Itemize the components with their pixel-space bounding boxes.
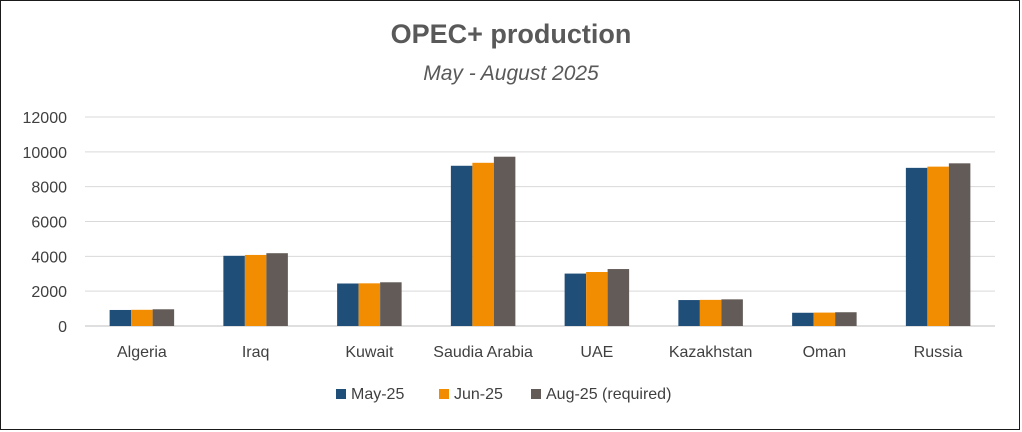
y-tick-label: 2000 [31, 284, 67, 301]
x-category-label: Iraq [242, 344, 270, 361]
legend: May-25 Jun-25 Aug-25 (required) [336, 386, 671, 403]
bar-aug-25-required--russia [948, 163, 971, 326]
bar-may-25-uae [564, 273, 587, 326]
bar-may-25-kazakhstan [678, 300, 700, 326]
bar-jun-25-iraq [244, 254, 267, 326]
x-category-label: Russia [914, 344, 963, 361]
x-category-label: Kazakhstan [669, 344, 753, 361]
y-axis-ticks: 0 2000 4000 6000 8000 10000 12000 [23, 110, 68, 336]
bar-may-25-russia [905, 167, 928, 326]
x-category-label: UAE [580, 344, 613, 361]
legend-label: Aug-25 (required) [546, 386, 671, 403]
x-axis-categories: Algeria Iraq Kuwait Saudia Arabia UAE Kazakhs… [117, 344, 963, 361]
bars [109, 156, 971, 326]
chart-subtitle: May - August 2025 [423, 62, 599, 85]
bar-aug-25-required--saudia-arabia [493, 156, 516, 326]
gridlines [85, 116, 995, 327]
y-tick-label: 8000 [31, 180, 67, 197]
bar-may-25-iraq [223, 255, 245, 326]
x-category-label: Saudia Arabia [433, 344, 533, 361]
bar-jun-25-oman [813, 312, 836, 326]
legend-swatch [439, 389, 449, 399]
bar-jun-25-uae [586, 272, 608, 326]
y-tick-label: 10000 [23, 145, 68, 162]
bar-aug-25-required--kuwait [380, 282, 402, 326]
x-category-label: Oman [803, 344, 847, 361]
x-category-label: Kuwait [345, 344, 394, 361]
chart-title: OPEC+ production [390, 19, 632, 49]
bar-jun-25-kazakhstan [699, 299, 722, 326]
y-tick-label: 12000 [23, 110, 68, 127]
y-tick-label: 0 [58, 319, 67, 336]
bar-jun-25-saudia-arabia [472, 162, 494, 326]
y-tick-label: 4000 [31, 249, 67, 266]
y-tick-label: 6000 [31, 215, 67, 232]
bar-aug-25-required--kazakhstan [721, 299, 743, 326]
legend-swatch [531, 389, 541, 399]
bar-may-25-oman [792, 312, 814, 326]
legend-label: Jun-25 [454, 386, 503, 403]
bar-aug-25-required--iraq [266, 253, 288, 326]
x-category-label: Algeria [117, 344, 167, 361]
bar-may-25-saudia-arabia [450, 165, 473, 326]
bar-aug-25-required--uae [607, 269, 630, 326]
bar-aug-25-required--algeria [152, 309, 175, 326]
legend-label: May-25 [351, 386, 404, 403]
bar-may-25-algeria [109, 309, 132, 326]
bar-aug-25-required--oman [835, 312, 857, 326]
bar-jun-25-russia [927, 166, 949, 326]
bar-may-25-kuwait [337, 283, 359, 326]
bar-jun-25-algeria [131, 309, 153, 326]
legend-swatch [336, 389, 346, 399]
bar-jun-25-kuwait [358, 283, 381, 326]
